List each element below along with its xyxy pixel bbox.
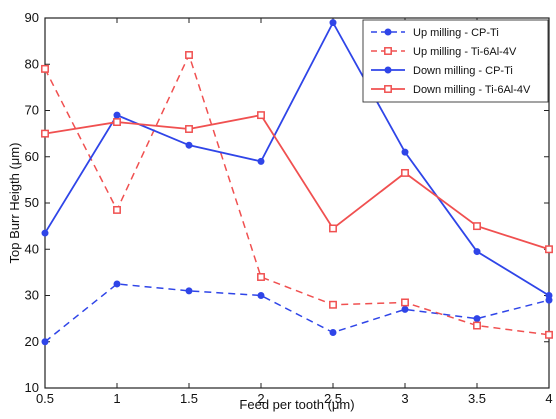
data-point (185, 125, 193, 133)
data-point (41, 129, 49, 138)
y-tick-label: 10 (25, 380, 39, 395)
data-point (473, 248, 481, 256)
legend-marker (384, 28, 392, 36)
data-point (41, 229, 49, 237)
y-tick-label: 70 (25, 103, 39, 118)
data-point (401, 148, 409, 156)
data-point (545, 292, 553, 299)
data-point (257, 111, 265, 120)
data-point (545, 245, 553, 254)
x-tick-label: 3.5 (468, 391, 486, 406)
y-tick-label: 90 (25, 10, 39, 25)
ticks-layer: 0.5 1 1.5 2 2.5 3 3.5 4 10 20 30 40 50 60 70 80 90 (25, 10, 553, 406)
series-4 (41, 111, 553, 254)
series-line (44, 114, 550, 251)
y-axis-label: Top Burr Heigth (μm) (7, 143, 22, 264)
data-point (473, 321, 481, 330)
legend-label: Down milling - CP-Ti (413, 65, 513, 77)
x-tick-label: 2 (257, 391, 264, 406)
x-axis-label: Feed per tooth (μm) (239, 397, 354, 412)
x-tick-label: 1 (113, 391, 120, 406)
x-tick-label: 4 (545, 391, 552, 406)
data-point (257, 157, 265, 165)
data-point (113, 111, 121, 119)
y-tick-label: 30 (25, 288, 39, 303)
series-line (44, 52, 550, 336)
legend-item-1: Up milling - CP-Ti (371, 27, 499, 39)
series-line (44, 20, 550, 297)
y-tick-label: 20 (25, 334, 39, 349)
data-point (113, 118, 121, 127)
legend: Up milling - CP-Ti Up milling - Ti-6Al-4V… (362, 19, 549, 103)
data-point (41, 338, 49, 346)
data-point (113, 280, 121, 288)
y-tick-label: 50 (25, 195, 39, 210)
data-point (185, 141, 193, 149)
legend-marker (384, 66, 392, 74)
data-point (185, 287, 193, 295)
data-point (545, 330, 553, 339)
x-tick-label: 1.5 (180, 391, 198, 406)
data-point (257, 292, 265, 299)
data-point (185, 51, 193, 59)
legend-label: Up milling - CP-Ti (413, 27, 499, 39)
data-point (401, 168, 409, 177)
legend-marker (384, 47, 392, 55)
legend-item-4: Down milling - Ti-6Al-4V (371, 84, 531, 96)
data-point (257, 273, 265, 281)
data-point (113, 205, 121, 214)
legend-item-3: Down milling - CP-Ti (371, 65, 513, 77)
series-line (44, 283, 550, 343)
y-tick-label: 40 (25, 241, 39, 256)
x-tick-label: 3 (401, 391, 408, 406)
y-tick-label: 60 (25, 149, 39, 164)
y-tick-label: 80 (25, 56, 39, 71)
legend-marker (384, 85, 392, 93)
data-point (401, 305, 409, 313)
data-point (473, 222, 481, 231)
x-tick-label: 2.5 (324, 391, 342, 406)
series-layer (41, 19, 553, 346)
series-3 (41, 19, 553, 299)
data-point (329, 329, 337, 336)
series-2 (41, 51, 553, 339)
legend-items: Up milling - CP-Ti Up milling - Ti-6Al-4V… (371, 27, 531, 96)
data-point (41, 64, 49, 73)
legend-item-2: Up milling - Ti-6Al-4V (371, 46, 517, 58)
data-point (473, 315, 481, 323)
legend-label: Down milling - Ti-6Al-4V (413, 84, 531, 96)
x-tick-label: 0.5 (36, 391, 54, 406)
data-point (329, 224, 337, 233)
data-point (401, 298, 409, 307)
data-point (329, 300, 337, 309)
legend-label: Up milling - Ti-6Al-4V (413, 46, 517, 58)
data-point (329, 19, 337, 27)
